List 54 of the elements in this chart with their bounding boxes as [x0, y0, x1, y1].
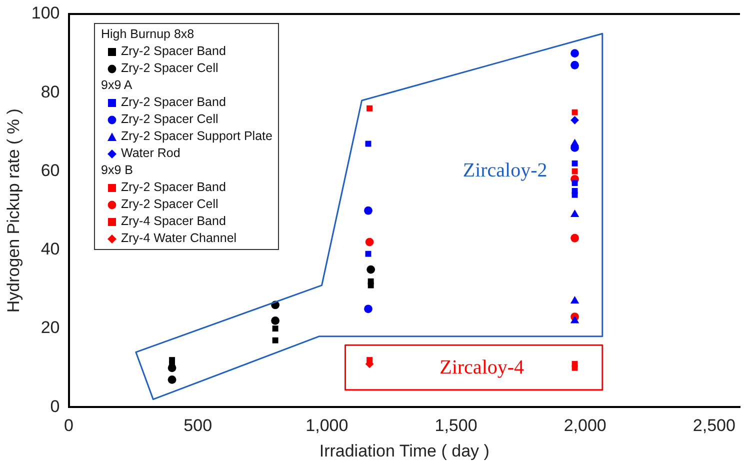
y-axis-title: Hydrogen Pickup rate ( % ): [4, 108, 23, 313]
legend-label: Zry-2 Spacer Band: [121, 95, 226, 109]
point: [572, 180, 578, 186]
legend-label: Zry-2 Spacer Cell: [121, 112, 218, 126]
point: [570, 116, 579, 124]
point: [366, 357, 372, 363]
legend-label: Zry-4 Water Channel: [121, 231, 237, 245]
point: [366, 265, 376, 274]
point: [570, 296, 580, 304]
legend-label: Zry-2 Spacer Cell: [121, 197, 218, 211]
x-tick-label: 1,500: [434, 416, 478, 436]
y-tick-label: 60: [40, 160, 60, 180]
legend-label: Zry-4 Spacer Band: [121, 214, 226, 228]
x-tick-label: 1,000: [306, 416, 348, 436]
point: [570, 210, 580, 218]
y-tick-label: 100: [31, 4, 60, 23]
point: [572, 192, 578, 198]
y-tick-label: 20: [40, 318, 60, 338]
point: [364, 206, 372, 215]
point: [572, 168, 578, 174]
y-tick-label: 40: [40, 240, 60, 259]
legend-label: Water Rod: [121, 146, 180, 160]
point: [572, 109, 578, 116]
annotation: Zircaloy-4: [440, 356, 524, 380]
point: [365, 238, 374, 246]
point: [368, 282, 374, 288]
legend-label: Zry-2 Spacer Band: [121, 44, 226, 58]
point: [271, 316, 280, 325]
point: [365, 250, 372, 257]
annotation: 9x9 A: [101, 77, 134, 94]
point: [572, 160, 578, 166]
annotation: Zircaloy-2: [462, 160, 548, 183]
point: [366, 105, 372, 112]
legend-label: Zry-2 Spacer Cell: [121, 61, 218, 75]
annotation: High Burnup 8x8: [101, 26, 196, 43]
x-tick-label: 0: [64, 416, 74, 436]
point: [570, 49, 579, 58]
y-tick-label: 0: [50, 396, 60, 416]
point: [272, 326, 278, 332]
x-tick-label: 2,500: [692, 416, 736, 436]
x-tick-label: 2,000: [564, 416, 606, 436]
point: [570, 60, 579, 70]
point: [570, 234, 579, 242]
annotation: 9x9 B: [101, 162, 134, 179]
point: [570, 316, 580, 324]
x-axis-title: Irradiation Time ( day ): [319, 441, 490, 460]
point: [364, 304, 372, 314]
point: [168, 375, 176, 384]
point: [272, 337, 278, 344]
legend-label: Zry-2 Spacer Band: [121, 180, 226, 194]
point: [572, 364, 578, 371]
y-tick-label: 80: [40, 82, 60, 102]
x-tick-label: 500: [184, 416, 212, 436]
legend-label: Zry-2 Spacer Support Plate: [121, 129, 272, 143]
